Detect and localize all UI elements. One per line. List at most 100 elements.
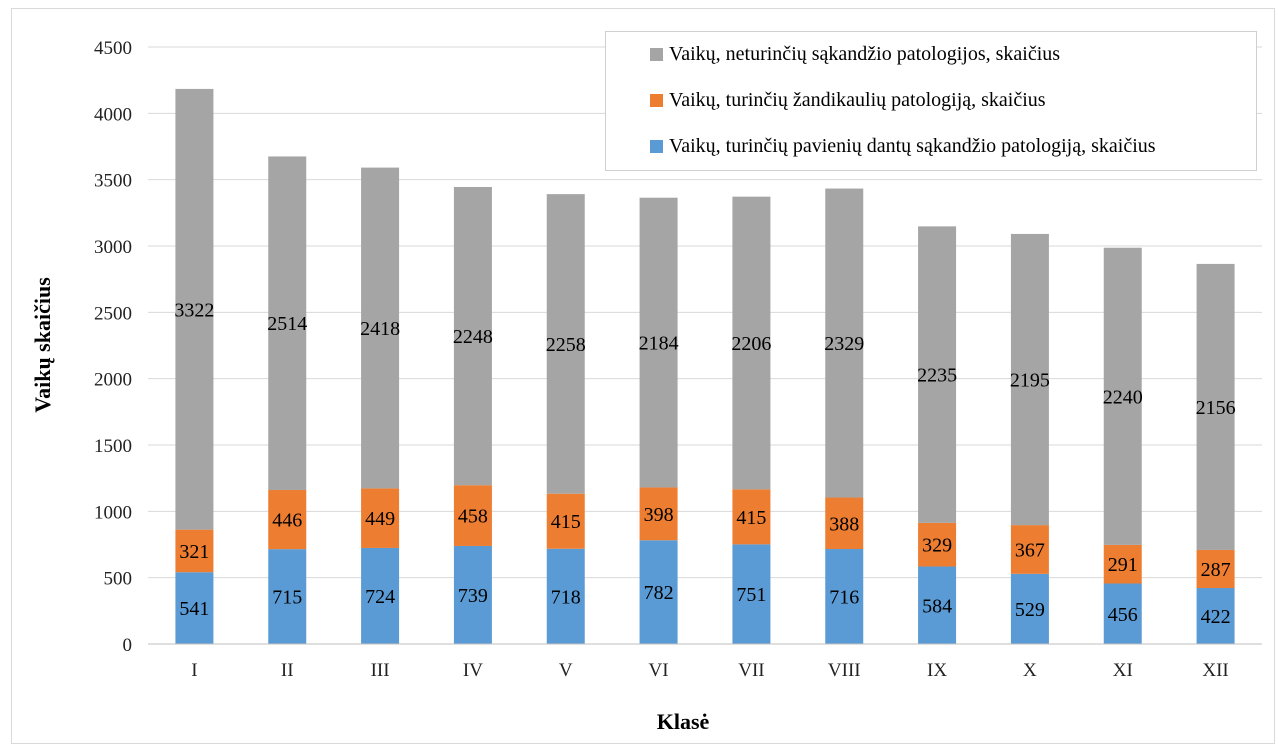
x-tick-label: IX bbox=[927, 660, 947, 681]
data-label: 422 bbox=[1201, 606, 1231, 628]
legend-swatch-blue bbox=[650, 140, 663, 153]
bar-segment-IV-series-1 bbox=[453, 485, 492, 546]
x-tick-label: XI bbox=[1113, 660, 1133, 681]
data-label: 398 bbox=[644, 504, 674, 526]
y-tick-label: 4000 bbox=[94, 104, 132, 125]
bar-segment-VII-series-0 bbox=[732, 544, 771, 644]
bar-segment-XII-series-1 bbox=[1196, 549, 1235, 589]
x-tick-label: VII bbox=[738, 660, 764, 681]
data-label: 2240 bbox=[1103, 386, 1143, 408]
legend-item-no-pathology: Vaikų, neturinčių sąkandžio patologijos,… bbox=[650, 43, 1060, 66]
data-label: 2258 bbox=[546, 334, 586, 356]
bar-segment-I-series-1 bbox=[175, 529, 214, 573]
bar-segment-IX-series-1 bbox=[918, 522, 957, 567]
bar-segment-VII-series-2 bbox=[732, 196, 771, 490]
x-tick-label: XII bbox=[1202, 660, 1228, 681]
bar-segment-I-series-0 bbox=[175, 572, 214, 644]
x-tick-label: IV bbox=[463, 660, 483, 681]
data-label: 446 bbox=[272, 510, 302, 532]
bar-segment-I-series-2 bbox=[175, 88, 214, 530]
x-tick-label: V bbox=[559, 660, 573, 681]
bar-segment-V-series-0 bbox=[546, 548, 585, 644]
bar-segment-VI-series-2 bbox=[639, 197, 678, 488]
bar-segment-XII-series-0 bbox=[1196, 588, 1235, 644]
bar-segment-VIII-series-0 bbox=[825, 549, 864, 644]
y-axis-title: Vaikų skaičius bbox=[30, 277, 55, 413]
bar-segment-VIII-series-1 bbox=[825, 497, 864, 550]
data-label: 388 bbox=[829, 513, 859, 535]
legend-label: Vaikų, turinčių žandikaulių patologiją, … bbox=[669, 89, 1046, 111]
bar-segment-IV-series-2 bbox=[453, 186, 492, 486]
data-label: 329 bbox=[922, 535, 952, 557]
data-label: 2418 bbox=[360, 318, 400, 340]
data-label: 449 bbox=[365, 508, 395, 530]
data-label: 287 bbox=[1201, 559, 1231, 581]
bar-segment-III-series-1 bbox=[361, 488, 400, 548]
bar-segment-V-series-1 bbox=[546, 493, 585, 549]
data-label: 584 bbox=[922, 595, 952, 617]
data-label: 2184 bbox=[639, 333, 679, 355]
y-tick-label: 2000 bbox=[94, 370, 132, 391]
data-label: 529 bbox=[1015, 599, 1045, 621]
bar-segment-II-series-1 bbox=[268, 489, 307, 550]
bar-segment-VI-series-1 bbox=[639, 487, 678, 541]
data-label: 716 bbox=[829, 587, 859, 609]
bar-segment-III-series-0 bbox=[361, 547, 400, 644]
legend: Vaikų, neturinčių sąkandžio patologijos,… bbox=[605, 31, 1257, 171]
data-label: 415 bbox=[551, 511, 581, 533]
bar-segment-IX-series-2 bbox=[918, 226, 957, 523]
bar-segment-II-series-0 bbox=[268, 549, 307, 644]
y-axis-ticks: 0 500 1000 1500 2000 2500 3000 3500 4000 4500 bbox=[94, 38, 132, 656]
data-label: 456 bbox=[1108, 604, 1138, 626]
bar-segment-IV-series-0 bbox=[453, 545, 492, 644]
data-label: 415 bbox=[736, 507, 766, 529]
data-labels: 541 321 3322 715 446 2514 724 449 2418 739 458 2248… bbox=[174, 299, 1235, 628]
data-label: 2206 bbox=[731, 333, 771, 355]
bar-segment-VII-series-1 bbox=[732, 489, 771, 545]
data-label: 2514 bbox=[267, 313, 307, 335]
legend-item-jaw-pathology: Vaikų, turinčių žandikaulių patologiją, … bbox=[650, 89, 1046, 112]
bar-segment-II-series-2 bbox=[268, 156, 307, 490]
data-label: 718 bbox=[551, 586, 581, 608]
bar-segment-X-series-0 bbox=[1010, 573, 1049, 644]
bar-segment-XI-series-1 bbox=[1103, 544, 1142, 584]
x-tick-label: I bbox=[191, 660, 197, 681]
bar-segment-V-series-2 bbox=[546, 194, 585, 494]
legend-swatch-orange bbox=[650, 94, 663, 107]
data-label: 2329 bbox=[824, 333, 864, 355]
data-label: 739 bbox=[458, 585, 488, 607]
y-tick-label: 3000 bbox=[94, 237, 132, 258]
legend-item-teeth-pathology: Vaikų, turinčių pavienių dantų sąkandžio… bbox=[650, 135, 1156, 158]
legend-label: Vaikų, neturinčių sąkandžio patologijos,… bbox=[669, 43, 1061, 65]
x-tick-label: VI bbox=[649, 660, 669, 681]
bars bbox=[175, 88, 1235, 644]
data-label: 751 bbox=[736, 584, 766, 606]
data-label: 2156 bbox=[1196, 397, 1236, 419]
data-label: 2248 bbox=[453, 326, 493, 348]
y-tick-label: 1000 bbox=[94, 502, 132, 523]
y-tick-label: 500 bbox=[104, 569, 133, 590]
x-tick-label: VIII bbox=[828, 660, 861, 681]
data-label: 321 bbox=[179, 541, 209, 563]
data-label: 715 bbox=[272, 587, 302, 609]
data-label: 724 bbox=[365, 586, 395, 608]
x-tick-label: X bbox=[1023, 660, 1037, 681]
x-axis-title: Klasė bbox=[657, 709, 710, 734]
data-label: 458 bbox=[458, 506, 488, 528]
legend-swatch-gray bbox=[650, 48, 663, 61]
bar-segment-X-series-1 bbox=[1010, 525, 1049, 574]
data-label: 541 bbox=[179, 598, 209, 620]
data-label: 367 bbox=[1015, 539, 1045, 561]
bar-segment-IX-series-0 bbox=[918, 566, 957, 644]
bar-segment-VIII-series-2 bbox=[825, 188, 864, 498]
x-tick-label: III bbox=[371, 660, 390, 681]
bar-segment-XII-series-2 bbox=[1196, 263, 1235, 550]
data-label: 2235 bbox=[917, 365, 957, 387]
bar-segment-III-series-2 bbox=[361, 167, 400, 489]
data-label: 782 bbox=[644, 582, 674, 604]
bar-segment-VI-series-0 bbox=[639, 540, 678, 644]
x-axis-ticks: I II III IV V VI VII VIII IX X XI XII bbox=[191, 660, 1229, 681]
y-tick-label: 1500 bbox=[94, 436, 132, 457]
y-tick-label: 0 bbox=[123, 635, 133, 656]
